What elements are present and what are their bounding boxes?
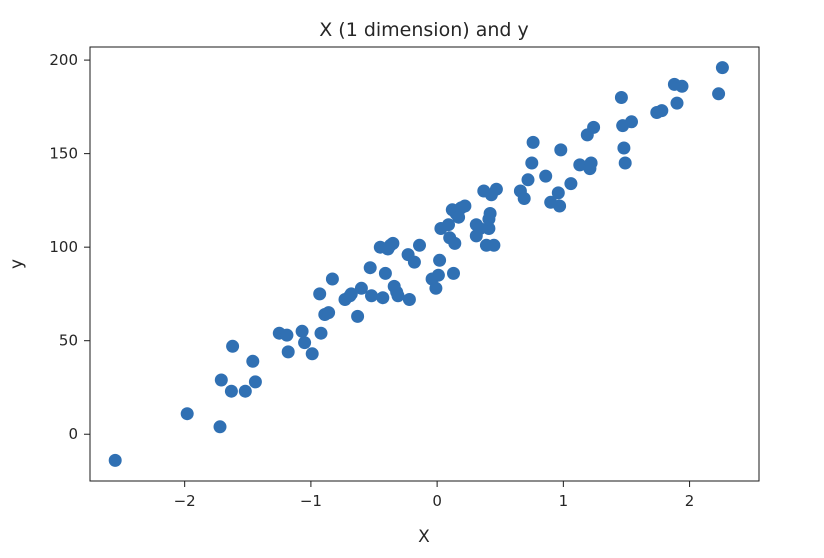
y-tick-label: 200 (49, 51, 78, 69)
data-point (587, 120, 601, 134)
data-point (442, 218, 455, 232)
data-point (564, 177, 578, 191)
data-point (248, 375, 262, 389)
data-point (551, 186, 565, 200)
data-point (391, 289, 405, 303)
data-point (281, 345, 295, 359)
data-point (625, 115, 638, 129)
data-point (351, 309, 365, 323)
x-tick-label: 2 (685, 492, 695, 510)
x-tick-label: 0 (432, 492, 442, 510)
data-point (482, 222, 496, 235)
data-point (180, 407, 194, 421)
data-point (458, 199, 472, 213)
data-point (525, 156, 539, 170)
y-axis-label: y (7, 259, 27, 269)
data-point (344, 287, 358, 301)
data-point (489, 182, 503, 196)
data-point (214, 373, 228, 387)
data-point (483, 207, 497, 220)
y-tick-label: 0 (68, 425, 78, 443)
data-point (365, 289, 378, 303)
y-tick-label: 50 (59, 332, 78, 350)
data-point (429, 281, 443, 295)
data-point (322, 306, 336, 320)
data-point (298, 336, 312, 350)
plot-frame (89, 46, 760, 482)
y-tick-label: 100 (49, 238, 78, 256)
x-tick-label: −2 (174, 492, 196, 510)
data-point (295, 324, 309, 338)
data-point (584, 156, 598, 170)
data-point (407, 255, 421, 269)
data-point (448, 236, 462, 250)
data-point (224, 384, 238, 398)
data-point (553, 199, 567, 213)
y-tick-label: 150 (49, 145, 78, 163)
x-tick-label: −1 (300, 492, 322, 510)
data-point (614, 91, 628, 104)
data-point (354, 281, 368, 295)
data-point (305, 347, 319, 361)
data-point (325, 272, 339, 286)
plot-area (90, 47, 759, 481)
data-point (487, 238, 501, 252)
data-point (238, 384, 252, 398)
data-point (573, 158, 587, 172)
data-point (715, 61, 729, 75)
data-point (413, 238, 426, 252)
data-point (473, 222, 487, 235)
data-point (433, 253, 447, 267)
data-points (108, 61, 729, 467)
data-point (517, 192, 531, 205)
data-point (280, 328, 294, 342)
data-point (554, 143, 568, 157)
data-point (618, 156, 632, 170)
data-point (376, 291, 390, 305)
data-point (386, 236, 400, 250)
data-point (402, 293, 416, 306)
chart-title: X (1 dimension) and y (319, 19, 529, 41)
data-point (521, 173, 535, 187)
data-point (313, 287, 327, 301)
data-point (314, 326, 328, 340)
x-axis-ticks: −2 −1 0 1 2 (174, 481, 695, 510)
data-point (526, 135, 540, 149)
data-point (108, 453, 122, 467)
data-point (431, 268, 445, 282)
x-axis-label: X (418, 527, 430, 547)
data-point (363, 261, 377, 275)
data-point (226, 339, 240, 353)
data-point (670, 96, 684, 110)
data-point (617, 141, 631, 155)
x-tick-label: 1 (559, 492, 569, 510)
data-point (246, 354, 260, 368)
y-axis-ticks: 0 50 100 150 200 (49, 51, 90, 443)
data-point (712, 87, 726, 101)
data-point (213, 420, 227, 434)
data-point (655, 104, 669, 118)
data-point (378, 266, 392, 280)
data-point (539, 169, 553, 183)
data-point (675, 79, 689, 93)
data-point (447, 266, 460, 280)
